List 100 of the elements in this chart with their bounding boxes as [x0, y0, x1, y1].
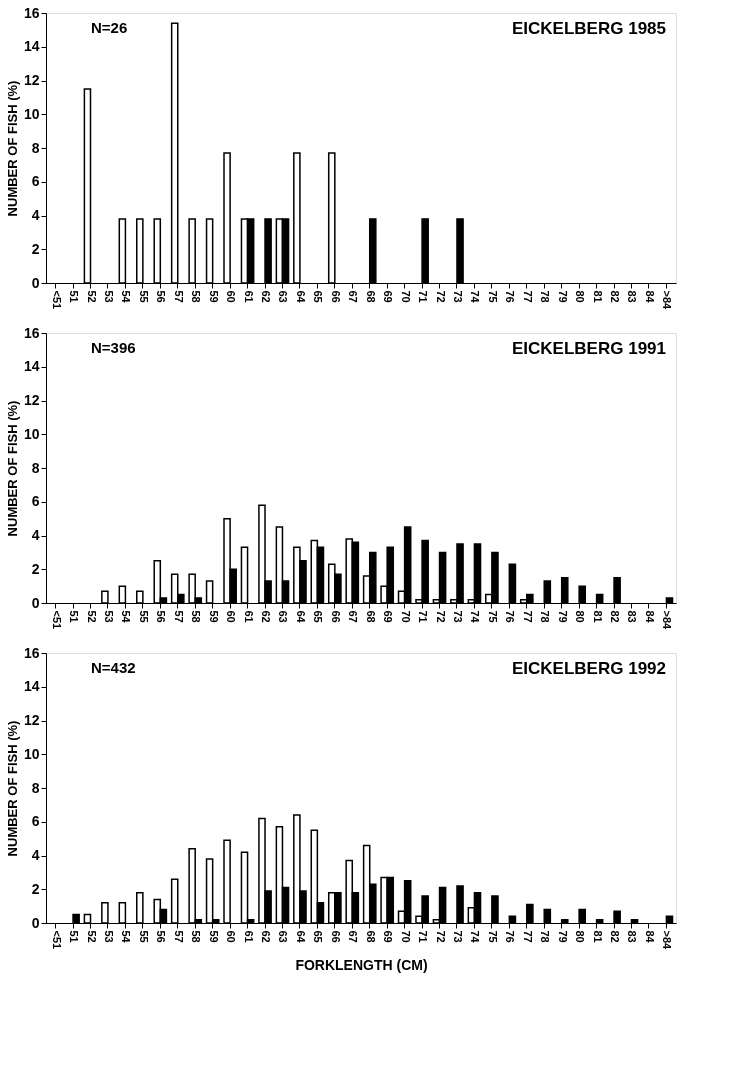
x-tick-label: 73 — [451, 930, 464, 943]
x-tick-label: 80 — [574, 610, 587, 623]
x-axis-title: FORKLENGTH (CM) — [295, 957, 428, 974]
x-tick-label: 51 — [68, 930, 81, 943]
x-tick-label: 64 — [294, 930, 307, 944]
x-tick-label: 64 — [294, 290, 307, 304]
chart-title: EICKELBERG 1985 — [512, 19, 666, 38]
x-tick-label: 63 — [277, 290, 290, 303]
y-axis-title: NUMBER OF FISH (%) — [4, 720, 20, 857]
y-tick-label: 4 — [31, 527, 40, 543]
x-tick-label: 68 — [364, 930, 377, 943]
x-tick-label: <51 — [50, 290, 63, 310]
x-tick-label: 73 — [451, 290, 464, 303]
x-tick-label: 52 — [85, 290, 98, 303]
x-tick-label: 73 — [451, 610, 464, 623]
x-tick-label: 84 — [643, 610, 656, 624]
x-tick-label: 63 — [277, 610, 290, 623]
x-tick-label: 55 — [137, 610, 150, 623]
x-tick-label: 82 — [609, 930, 622, 943]
x-tick-label: 52 — [85, 930, 98, 943]
x-tick-label: 82 — [609, 610, 622, 623]
y-tick-label: 14 — [23, 358, 40, 375]
x-tick-label: 75 — [486, 610, 499, 623]
x-tick-label: <51 — [50, 930, 63, 950]
x-tick-label: 70 — [399, 290, 412, 303]
chart-title: EICKELBERG 1991 — [512, 339, 666, 358]
x-tick-label: 64 — [294, 610, 307, 624]
x-tick-label: 72 — [434, 610, 447, 623]
x-tick-label: 84 — [643, 290, 656, 304]
x-tick-label: 56 — [155, 610, 168, 623]
y-tick-label: 14 — [23, 678, 40, 695]
y-axis-title: NUMBER OF FISH (%) — [4, 80, 20, 217]
y-tick-label: 16 — [23, 324, 40, 341]
x-tick-label: 60 — [225, 610, 238, 623]
x-tick-label: <51 — [50, 610, 63, 630]
x-tick-label: 79 — [556, 610, 569, 623]
chart-title: EICKELBERG 1992 — [512, 659, 666, 678]
y-tick-label: 14 — [23, 38, 40, 55]
x-tick-label: 67 — [347, 930, 360, 943]
x-tick-label: 77 — [521, 610, 534, 623]
x-tick-label: 72 — [434, 930, 447, 943]
x-tick-label: 61 — [242, 290, 255, 303]
x-tick-label: 51 — [68, 610, 81, 623]
x-tick-label: 77 — [521, 290, 534, 303]
x-tick-label: 71 — [417, 290, 430, 303]
y-tick-label: 10 — [23, 105, 40, 122]
x-tick-label: 56 — [155, 290, 168, 303]
y-tick-label: 0 — [31, 274, 40, 291]
x-tick-label: 68 — [364, 610, 377, 623]
x-tick-label: 58 — [190, 290, 203, 303]
x-tick-label: 61 — [242, 930, 255, 943]
annotation: N=432 — [91, 659, 136, 676]
x-tick-label: 79 — [556, 930, 569, 943]
x-tick-label: 57 — [172, 610, 185, 623]
x-tick-label: 65 — [312, 930, 325, 943]
x-tick-label: 78 — [539, 610, 552, 623]
y-tick-label: 10 — [23, 745, 40, 762]
y-tick-label: 8 — [31, 779, 40, 796]
x-tick-label: 67 — [347, 610, 360, 623]
y-tick-label: 2 — [31, 240, 40, 257]
y-tick-label: 2 — [31, 560, 40, 577]
x-tick-label: 70 — [399, 610, 412, 623]
y-tick-label: 8 — [31, 139, 40, 156]
x-tick-label: 72 — [434, 290, 447, 303]
y-tick-label: 8 — [31, 459, 40, 476]
x-tick-label: 74 — [469, 930, 482, 944]
x-tick-label: 60 — [225, 290, 238, 303]
x-tick-label: 78 — [539, 930, 552, 943]
y-tick-label: 12 — [23, 392, 40, 408]
x-tick-label: >84 — [661, 290, 674, 311]
y-tick-label: 12 — [23, 712, 40, 728]
x-tick-label: 61 — [242, 610, 255, 623]
x-tick-label: 83 — [626, 610, 639, 623]
x-tick-label: 69 — [382, 610, 395, 623]
x-tick-label: 53 — [102, 610, 115, 623]
x-tick-label: 74 — [469, 290, 482, 304]
x-tick-label: 66 — [329, 290, 342, 303]
x-tick-label: 62 — [260, 610, 273, 623]
annotation: N=396 — [91, 339, 136, 356]
x-tick-label: 59 — [207, 930, 220, 943]
x-tick-label: 63 — [277, 930, 290, 943]
x-tick-label: 56 — [155, 930, 168, 943]
x-tick-label: 83 — [626, 930, 639, 943]
x-tick-label: 54 — [120, 610, 133, 624]
x-tick-label: 51 — [68, 290, 81, 303]
x-tick-label: 81 — [591, 610, 604, 623]
x-tick-label: 53 — [102, 290, 115, 303]
x-tick-label: 55 — [137, 290, 150, 303]
x-tick-label: 54 — [120, 290, 133, 304]
x-tick-label: 76 — [504, 610, 517, 623]
y-tick-label: 2 — [31, 880, 40, 897]
x-tick-label: 76 — [504, 290, 517, 303]
y-tick-label: 6 — [31, 813, 40, 830]
x-tick-label: 62 — [260, 930, 273, 943]
x-tick-label: 57 — [172, 290, 185, 303]
y-tick-label: 10 — [23, 425, 40, 442]
x-tick-label: 82 — [609, 290, 622, 303]
y-tick-label: 6 — [31, 493, 40, 510]
y-tick-label: 16 — [23, 4, 40, 21]
x-tick-label: 58 — [190, 610, 203, 623]
